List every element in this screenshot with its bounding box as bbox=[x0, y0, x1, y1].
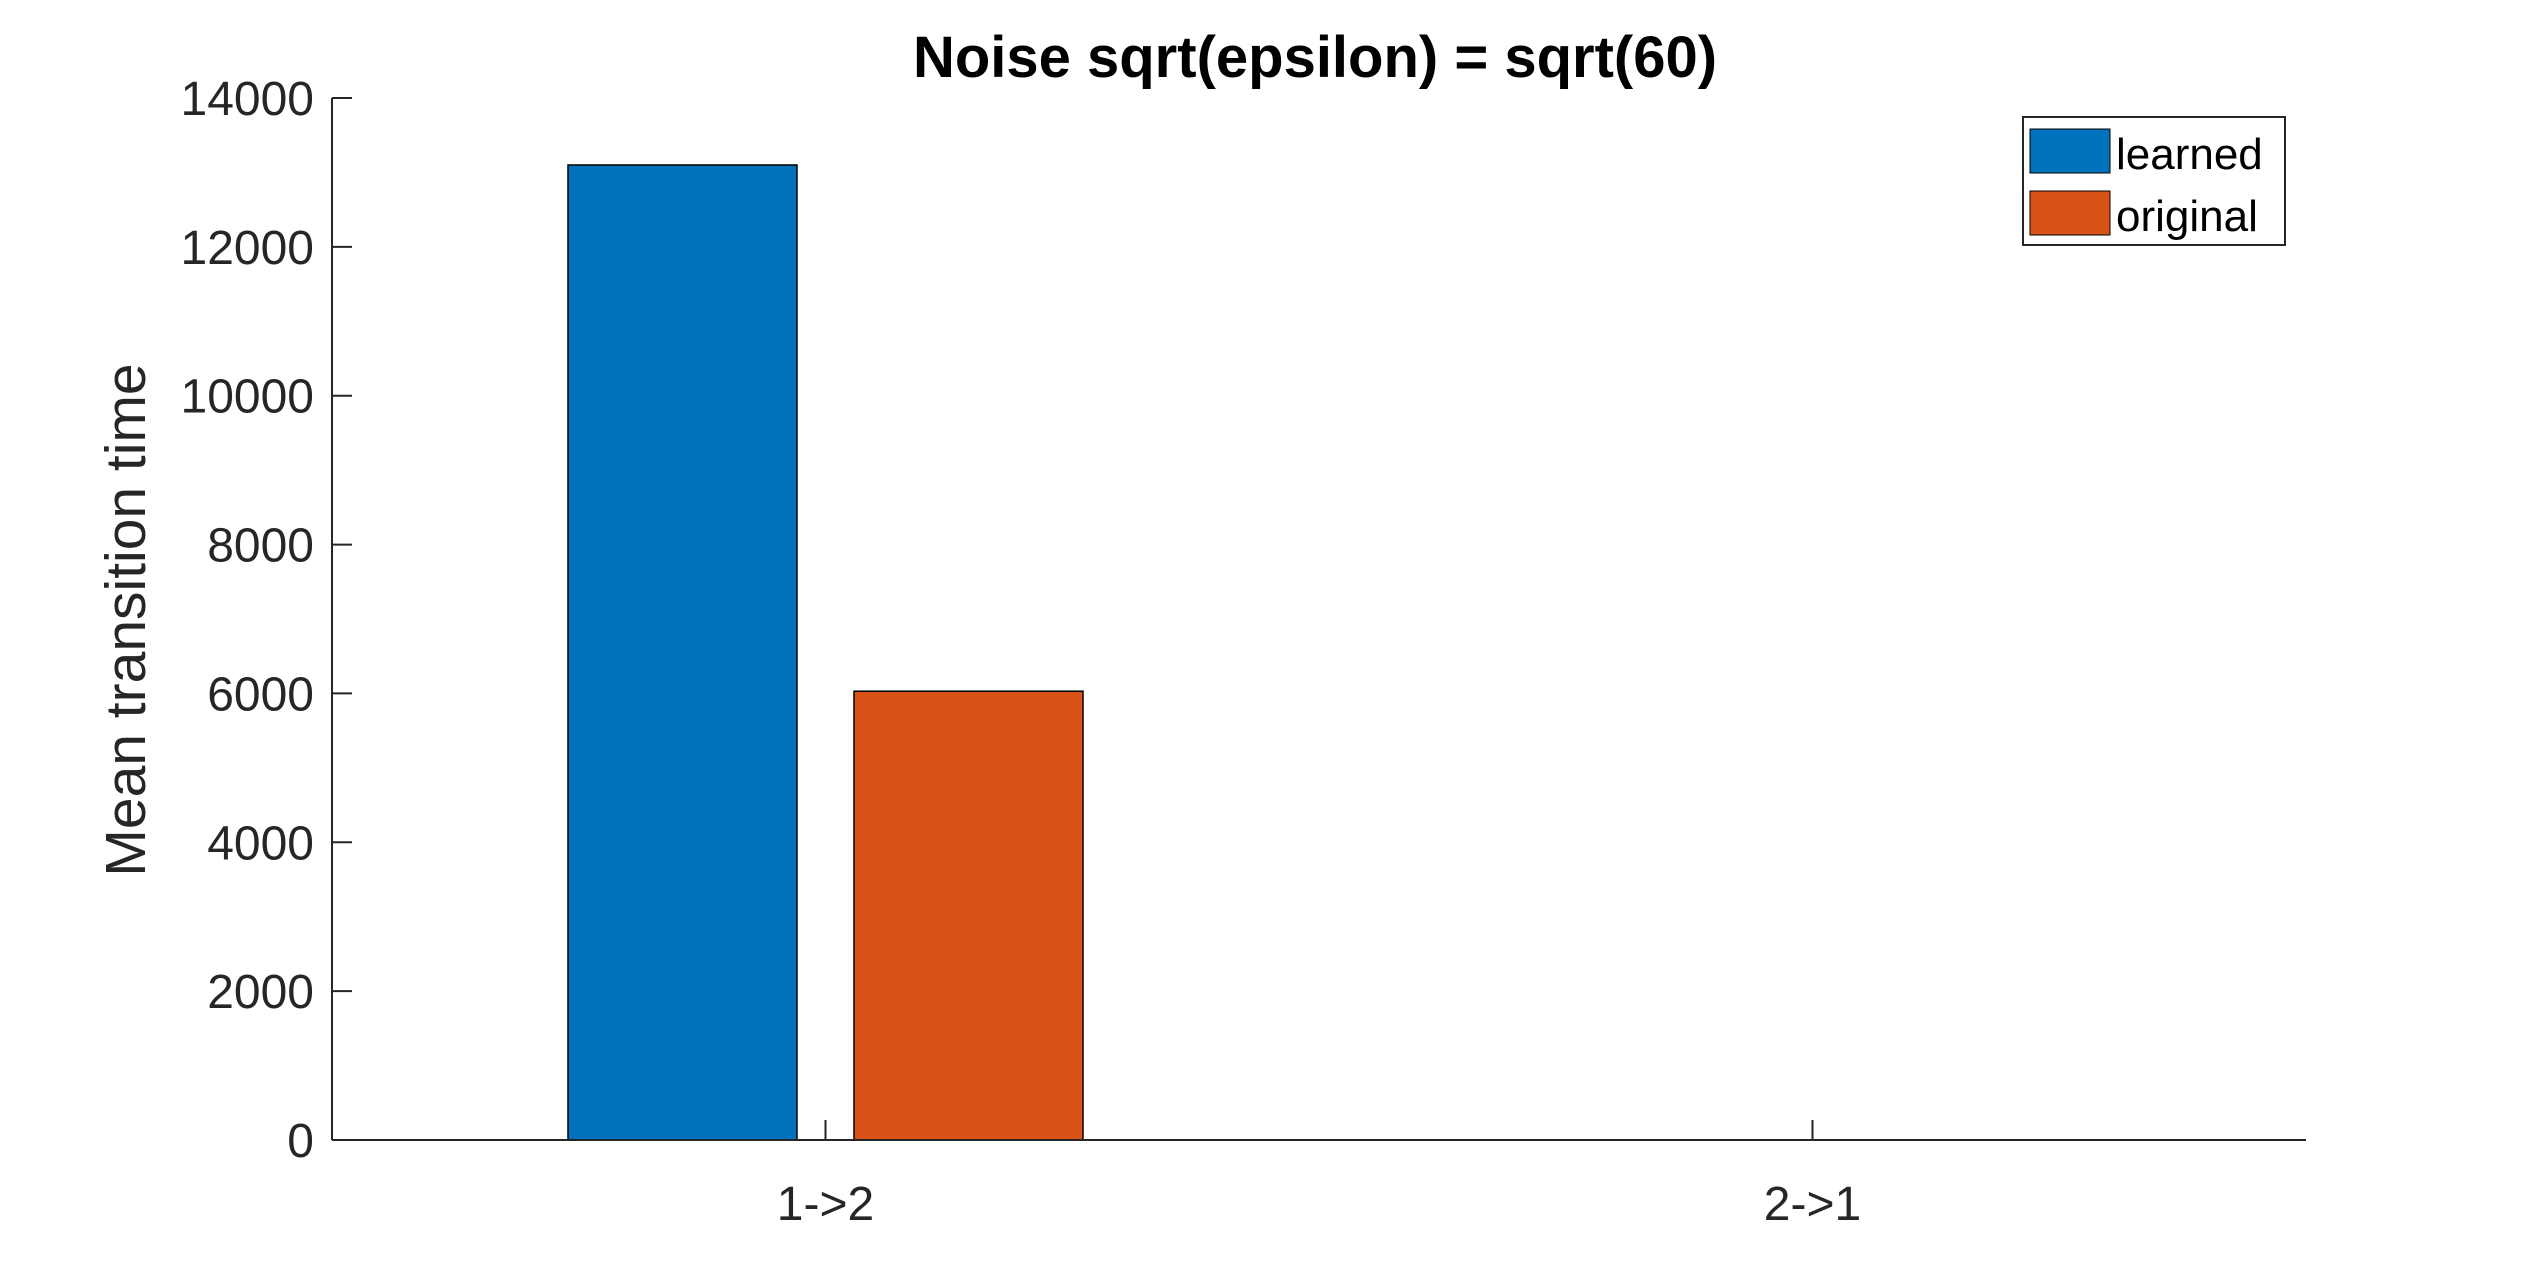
legend-label-original: original bbox=[2116, 192, 2258, 241]
y-tick-label: 14000 bbox=[181, 73, 314, 126]
y-tick-label: 2000 bbox=[207, 966, 314, 1019]
bar-learned-1 bbox=[567, 164, 798, 1141]
y-tick-label: 12000 bbox=[181, 222, 314, 275]
y-tick-label: 8000 bbox=[207, 520, 314, 573]
legend-swatch-learned bbox=[2029, 128, 2111, 174]
legend-swatch-original bbox=[2029, 190, 2111, 236]
chart-title: Noise sqrt(epsilon) = sqrt(60) bbox=[913, 25, 1717, 90]
legend-label-learned: learned bbox=[2116, 130, 2263, 179]
y-tick-label: 4000 bbox=[207, 817, 314, 870]
legend: learned original bbox=[2022, 116, 2286, 246]
x-tick-label: 2->1 bbox=[1764, 1178, 1861, 1231]
y-tick-label: 6000 bbox=[207, 668, 314, 721]
bar-original-1 bbox=[853, 690, 1084, 1141]
y-tick-label: 10000 bbox=[181, 371, 314, 424]
y-axis-label: Mean transition time bbox=[94, 363, 158, 876]
y-tick-label: 0 bbox=[287, 1115, 314, 1168]
plot-area: 0 2000 4000 6000 8000 10000 12000 14000 1->2 2->1 bbox=[181, 73, 2306, 1231]
x-tick-label: 1->2 bbox=[777, 1178, 874, 1231]
